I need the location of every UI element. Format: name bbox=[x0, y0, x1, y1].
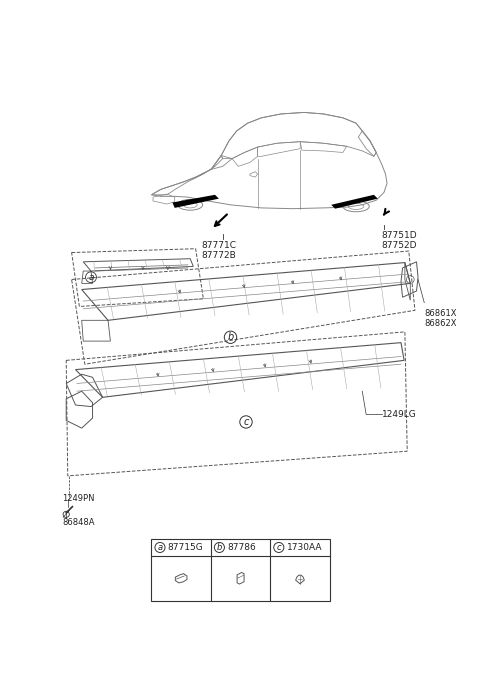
Polygon shape bbox=[172, 195, 219, 208]
Text: 87771C
87772B: 87771C 87772B bbox=[202, 241, 236, 261]
FancyBboxPatch shape bbox=[152, 539, 330, 601]
Text: 1249LG: 1249LG bbox=[383, 410, 417, 419]
Text: 1730AA: 1730AA bbox=[287, 543, 322, 552]
Text: c: c bbox=[276, 543, 281, 552]
Text: a: a bbox=[157, 543, 163, 552]
Polygon shape bbox=[331, 195, 378, 209]
Text: 1249PN: 1249PN bbox=[62, 495, 95, 503]
Text: 86848A: 86848A bbox=[62, 518, 95, 527]
Text: c: c bbox=[243, 417, 249, 427]
Text: 87715G: 87715G bbox=[168, 543, 204, 552]
Text: 87786: 87786 bbox=[227, 543, 256, 552]
Text: 86861X
86862X: 86861X 86862X bbox=[424, 309, 457, 328]
Text: b: b bbox=[216, 543, 222, 552]
Text: b: b bbox=[228, 332, 234, 342]
Text: a: a bbox=[88, 273, 94, 281]
Text: 87751D
87752D: 87751D 87752D bbox=[382, 231, 417, 250]
